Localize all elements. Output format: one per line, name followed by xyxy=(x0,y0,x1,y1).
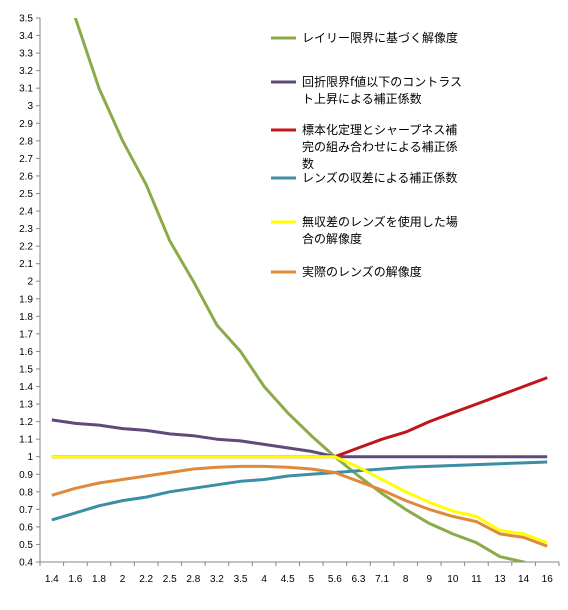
y-tick-label: 0.9 xyxy=(19,470,33,481)
legend-item: 無収差のレンズを使用した場合の解像度 xyxy=(271,214,458,246)
x-tick-label: 9 xyxy=(426,574,432,585)
series-line-5 xyxy=(51,455,548,545)
chart-legend: レイリー限界に基づく解像度回折限界f値以下のコントラスト上昇による補正係数標本化… xyxy=(271,30,462,279)
y-tick-label: 0.6 xyxy=(19,522,33,533)
y-tick-label: 3.2 xyxy=(19,66,33,77)
x-tick-label: 1.6 xyxy=(68,574,82,585)
y-tick-label: 2.7 xyxy=(19,154,33,165)
y-tick-label: 2.9 xyxy=(19,119,33,130)
y-tick-label: 3.3 xyxy=(19,49,33,60)
y-tick-label: 1.4 xyxy=(19,382,33,393)
legend-label: 標本化定理とシャープネス補完の組み合わせによる補正係数 xyxy=(302,122,458,171)
y-tick-label: 0.7 xyxy=(19,505,33,516)
y-tick-label: 1.5 xyxy=(19,364,33,375)
y-tick-label: 2.3 xyxy=(19,224,33,235)
x-tick-label: 6.3 xyxy=(352,574,366,585)
y-tick-label: 2.6 xyxy=(19,171,33,182)
x-tick-label: 2.2 xyxy=(139,574,153,585)
legend-item: 実際のレンズの解像度 xyxy=(271,264,422,279)
series-line-3 xyxy=(51,376,548,459)
y-tick-label: 3.5 xyxy=(19,14,33,25)
y-tick-label: 1.3 xyxy=(19,400,33,411)
x-tick-label: 2.8 xyxy=(186,574,200,585)
y-tick-label: 2.4 xyxy=(19,207,33,218)
y-tick-label: 3.4 xyxy=(19,31,33,42)
y-tick-label: 2.2 xyxy=(19,242,33,253)
x-tick-label: 3.2 xyxy=(210,574,224,585)
y-tick-label: 1.9 xyxy=(19,294,33,305)
series-line-6 xyxy=(51,464,548,548)
y-tick-label: 0.5 xyxy=(19,540,33,551)
x-tick-label: 11 xyxy=(471,574,482,585)
x-tick-label: 4.5 xyxy=(281,574,295,585)
legend-label: 回折限界f値以下のコントラスト上昇による補正係数 xyxy=(302,74,462,106)
x-tick-label: 8 xyxy=(403,574,409,585)
series-line-4 xyxy=(51,460,548,522)
chart-axes: 0.4 0.5 0.6 0.7 0.8 0.9 1 1.1 1.2 1.3 1.4 1.5 1.6 1.7… xyxy=(19,14,560,585)
y-tick-label: 1.1 xyxy=(19,435,33,446)
x-tick-label: 1.4 xyxy=(45,574,59,585)
legend-label: レンズの収差による補正係数 xyxy=(302,170,457,185)
y-tick-label: 1.6 xyxy=(19,347,33,358)
series-line-1 xyxy=(73,18,528,562)
x-tick-label: 2.5 xyxy=(163,574,177,585)
x-tick-label: 5.6 xyxy=(328,574,342,585)
y-tick-label: 0.8 xyxy=(19,487,33,498)
x-tick-label: 10 xyxy=(447,574,459,585)
x-tick-label: 16 xyxy=(542,574,554,585)
y-tick-label: 3.1 xyxy=(19,84,33,95)
legend-label: 実際のレンズの解像度 xyxy=(302,264,422,279)
y-tick-label: 1.8 xyxy=(19,312,33,323)
legend-label: 無収差のレンズを使用した場合の解像度 xyxy=(302,214,458,246)
x-tick-label: 3.5 xyxy=(234,574,248,585)
y-tick-label: 2.8 xyxy=(19,136,33,147)
x-tick-label: 13 xyxy=(494,574,506,585)
legend-label: レイリー限界に基づく解像度 xyxy=(302,30,458,45)
legend-item: 標本化定理とシャープネス補完の組み合わせによる補正係数 xyxy=(271,122,458,171)
x-tick-label: 2 xyxy=(120,574,126,585)
legend-item: レイリー限界に基づく解像度 xyxy=(271,30,458,45)
chart-series-lines xyxy=(51,18,548,562)
y-tick-label: 0.4 xyxy=(19,558,33,569)
y-tick-label: 2.5 xyxy=(19,189,33,200)
x-tick-label: 4 xyxy=(261,574,267,585)
y-tick-label: 1.2 xyxy=(19,417,33,428)
legend-item: 回折限界f値以下のコントラスト上昇による補正係数 xyxy=(271,74,462,106)
series-line-2 xyxy=(51,418,548,459)
x-tick-label: 5 xyxy=(309,574,315,585)
y-tick-label: 3 xyxy=(27,101,33,112)
x-tick-label: 1.8 xyxy=(92,574,106,585)
legend-item: レンズの収差による補正係数 xyxy=(271,170,457,185)
y-tick-label: 1 xyxy=(27,452,33,463)
y-tick-label: 1.7 xyxy=(19,329,33,340)
x-tick-label: 7.1 xyxy=(375,574,389,585)
y-tick-label: 2.1 xyxy=(19,259,33,270)
y-tick-label: 2 xyxy=(27,277,33,288)
x-tick-label: 14 xyxy=(518,574,530,585)
